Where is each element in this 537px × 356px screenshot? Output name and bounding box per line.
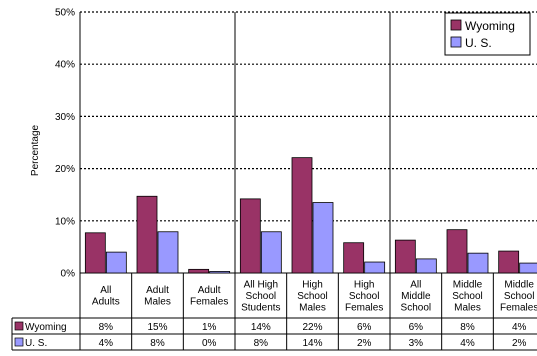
bar-wyoming bbox=[394, 239, 416, 274]
bar-us bbox=[157, 231, 179, 274]
table-series-name: U. S. bbox=[25, 338, 47, 349]
table-cell: 4% bbox=[512, 322, 527, 333]
legend-label: U. S. bbox=[465, 36, 492, 50]
y-tick-label: 10% bbox=[55, 216, 75, 227]
bar-us bbox=[519, 262, 537, 274]
table-cell: 22% bbox=[302, 322, 322, 333]
category-label: High School Males bbox=[297, 279, 328, 313]
table-cell: 1% bbox=[202, 322, 217, 333]
category-label: Adult Females bbox=[190, 285, 228, 308]
bar-wyoming bbox=[446, 229, 468, 274]
legend: Wyoming U. S. bbox=[444, 12, 531, 56]
bar-wyoming bbox=[136, 195, 158, 274]
table-cell: 6% bbox=[357, 322, 372, 333]
y-tick-label: 40% bbox=[55, 60, 75, 71]
bar-us bbox=[209, 271, 231, 274]
legend-key bbox=[450, 36, 462, 48]
table-cell: 8% bbox=[150, 338, 165, 349]
table-cell: 2% bbox=[512, 338, 527, 349]
bars bbox=[84, 157, 537, 274]
gridlines bbox=[79, 11, 537, 274]
category-label: High School Females bbox=[345, 279, 383, 313]
bar-us bbox=[364, 261, 386, 274]
y-tick-label: 20% bbox=[55, 164, 75, 175]
bar-wyoming bbox=[291, 157, 313, 274]
table-cell: 14% bbox=[302, 338, 322, 349]
bar-us bbox=[312, 202, 334, 274]
legend-label: Wyoming bbox=[465, 19, 515, 33]
category-label: Middle School Females bbox=[500, 279, 537, 313]
table-cell: 3% bbox=[409, 338, 424, 349]
bar-wyoming bbox=[498, 250, 520, 274]
table-series-name: Wyoming bbox=[25, 322, 67, 333]
category-label: All Adults bbox=[92, 285, 120, 308]
table-cell: 14% bbox=[251, 322, 271, 333]
table-cell: 6% bbox=[409, 322, 424, 333]
y-axis-ticks: 0% 10% 20% 30% 40% 50% bbox=[55, 8, 75, 280]
table-cell: 4% bbox=[99, 338, 114, 349]
table-legend-key bbox=[14, 337, 24, 347]
category-label: All High School Students bbox=[241, 279, 280, 313]
bar-us bbox=[467, 252, 489, 274]
bar-us bbox=[260, 231, 282, 274]
bar-wyoming bbox=[188, 268, 210, 274]
y-tick-label: 0% bbox=[61, 269, 76, 280]
data-table: All Adults Adult Males Adult Females All High S… bbox=[11, 273, 537, 351]
bar-wyoming bbox=[343, 242, 365, 274]
legend-key bbox=[450, 19, 462, 31]
y-tick-label: 30% bbox=[55, 112, 75, 123]
table-legend-key bbox=[14, 321, 24, 331]
table-cell: 0% bbox=[202, 338, 217, 349]
bar-us bbox=[415, 258, 437, 274]
table-cell: 4% bbox=[460, 338, 475, 349]
table-cell: 8% bbox=[460, 322, 475, 333]
table-cell: 8% bbox=[99, 322, 114, 333]
table-cell: 15% bbox=[147, 322, 167, 333]
table-cell: 2% bbox=[357, 338, 372, 349]
category-label: All Middle School bbox=[401, 279, 432, 313]
category-label: Middle School Males bbox=[452, 279, 483, 313]
bar-wyoming bbox=[239, 198, 261, 274]
bar-wyoming bbox=[84, 232, 106, 274]
y-tick-label: 50% bbox=[55, 8, 75, 19]
category-label: Adult Males bbox=[144, 285, 171, 308]
bar-us bbox=[105, 251, 127, 274]
table-cell: 8% bbox=[254, 338, 269, 349]
y-axis-label: Percentage bbox=[30, 124, 41, 176]
